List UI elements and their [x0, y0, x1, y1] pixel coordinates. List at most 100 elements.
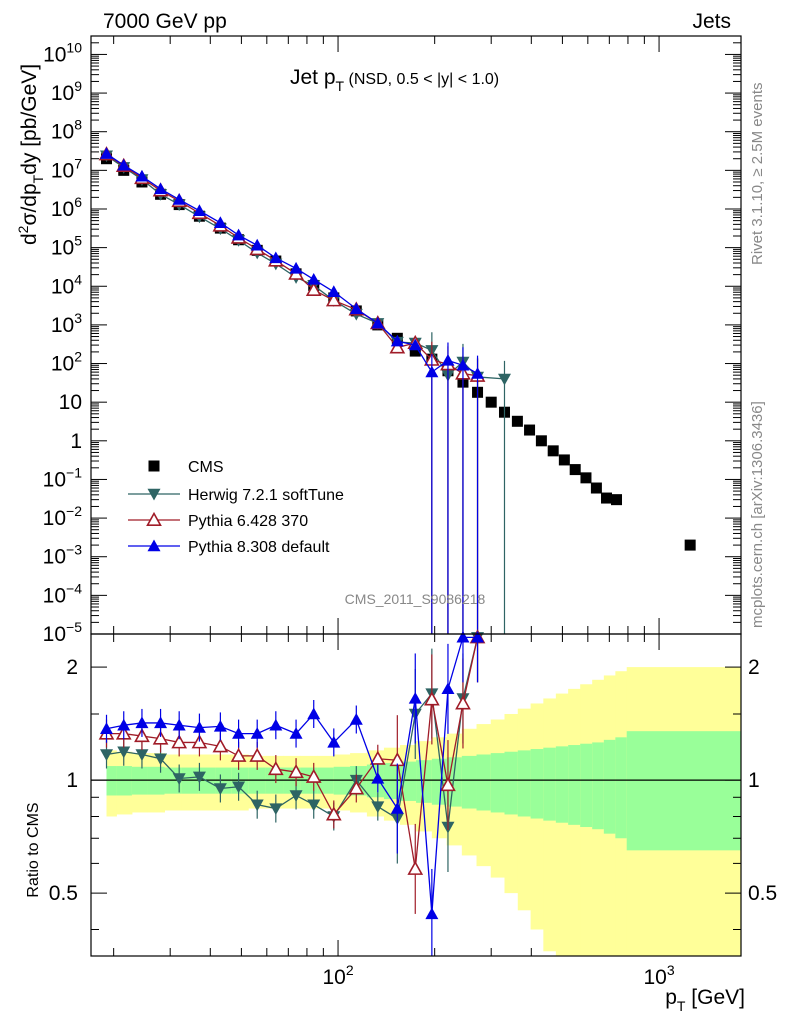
ratio-point [349, 713, 363, 725]
data-point [307, 272, 321, 285]
ratio-point [213, 719, 227, 732]
y-tick-label: 10−1 [43, 464, 83, 491]
chart-title-sub: T [336, 78, 345, 94]
data-point [117, 158, 131, 171]
data-point [684, 539, 696, 551]
y-tick-label: 104 [51, 271, 82, 298]
ratio-point [117, 746, 131, 759]
data-point [580, 472, 592, 484]
data-point [558, 454, 570, 466]
chart-title-cut: (NSD, 0.5 < |y| < 1.0) [344, 71, 499, 88]
data-point [524, 424, 536, 436]
ratio-y-tick-label: 0.5 [49, 882, 78, 905]
ratio-y-tick-label-right: 0.5 [748, 882, 777, 905]
side-label-mcplots: mcplots.cern.ch [arXiv:1306.3436] [749, 401, 766, 628]
data-point [569, 464, 581, 476]
data-point [547, 445, 559, 457]
band-outer [543, 698, 557, 952]
ratio-y-tick-label: 1 [66, 769, 78, 792]
band-inner [400, 761, 417, 801]
band-inner [517, 750, 532, 817]
ratio-point [441, 682, 455, 695]
ratio-point [230, 747, 247, 762]
data-point [590, 482, 602, 494]
ratio-point [192, 721, 206, 733]
data-point [371, 316, 385, 329]
ratio-point [100, 749, 114, 762]
ratio-point [213, 783, 227, 795]
ratio-y-tick-label-right: 1 [748, 769, 760, 792]
data-point [390, 334, 404, 347]
ratio-point [250, 727, 264, 739]
ratio-point [191, 734, 208, 749]
band-inner [580, 743, 593, 828]
data-point [497, 373, 511, 386]
ratio-point [307, 799, 321, 812]
band-outer [555, 693, 569, 956]
header-right: Jets [692, 10, 731, 33]
y-tick-label: 10−4 [43, 580, 83, 607]
ratio-point [212, 738, 229, 753]
data-point [325, 292, 342, 307]
data-point [409, 345, 421, 357]
y-tick-label: 1010 [43, 39, 82, 66]
data-point [441, 353, 455, 366]
legend-label: Pythia 6.428 370 [188, 513, 308, 530]
band-inner [490, 753, 505, 813]
ratio-point [371, 771, 385, 784]
band-inner [626, 731, 742, 851]
ratio-point [408, 691, 422, 704]
ratio-point [117, 718, 131, 731]
ratio-point [232, 727, 246, 739]
ratio-point [289, 790, 303, 802]
data-point [408, 338, 422, 351]
ratio-point [172, 718, 186, 731]
band-inner [592, 742, 605, 830]
data-point [389, 339, 406, 354]
legend-label: Herwig 7.2.1 softTune [188, 487, 344, 504]
y-tick-label: 106 [51, 194, 82, 221]
legend-label: CMS [188, 459, 224, 476]
data-point [192, 204, 206, 216]
data-point [250, 238, 264, 251]
y-tick-label: 10−2 [43, 503, 83, 530]
legend-marker [146, 511, 162, 527]
y-tick-label: 10−5 [43, 619, 83, 646]
ratio-point [269, 803, 283, 816]
ratio-point [371, 801, 385, 814]
data-point [289, 261, 303, 274]
ratio-point [267, 760, 284, 776]
ratio-point [425, 907, 439, 920]
ratio-point [440, 776, 456, 792]
y-tick-label: 108 [51, 117, 82, 144]
data-point [456, 358, 470, 371]
data-point [511, 415, 523, 427]
band-inner [530, 749, 544, 819]
ratio-point [152, 730, 169, 745]
band-inner [603, 739, 616, 834]
data-point [135, 169, 149, 182]
y-tick-label: 103 [51, 310, 82, 337]
data-point [601, 492, 613, 504]
y-tick-label: 1 [70, 430, 82, 453]
y-tick-label: 102 [51, 349, 82, 376]
ratio-point [232, 781, 246, 794]
ratio-point [135, 716, 149, 729]
ratio-point [307, 707, 321, 720]
data-point [232, 228, 246, 241]
ratio-y-tick-label-right: 2 [748, 656, 760, 679]
data-point [305, 281, 322, 297]
data-point [172, 193, 186, 205]
data-point [100, 147, 114, 159]
legend-marker [148, 460, 160, 472]
ratio-point [390, 802, 404, 814]
data-point [611, 494, 623, 506]
ratio-point [325, 806, 342, 821]
band-inner [543, 747, 557, 821]
ratio-point [289, 727, 303, 739]
ratio-point [305, 768, 322, 783]
ratio-point [455, 695, 471, 710]
ratio-point [327, 735, 341, 748]
watermark: CMS_2011_S9086218 [345, 591, 486, 607]
ratio-point [135, 749, 149, 762]
